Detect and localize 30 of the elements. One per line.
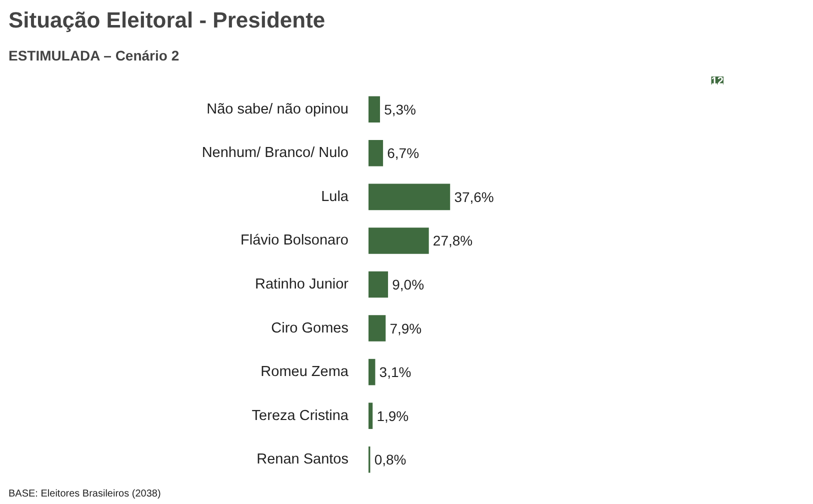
y-tick-label: Ratinho Junior [255, 276, 349, 292]
text: BASE: Eleitores Brasileiros (2038) [8, 488, 161, 500]
bar [368, 140, 384, 166]
y-tick-label: Ciro Gomes [271, 320, 349, 336]
data-label: 6,7% [387, 145, 420, 162]
y-tick-label: Tereza Cristina [252, 408, 350, 424]
data-label: 0,8% [374, 452, 406, 468]
y-tick-label: Lula [321, 188, 350, 205]
bar [368, 271, 388, 298]
bar [368, 358, 376, 386]
data-label: 7,9% [390, 320, 422, 336]
bar [368, 402, 373, 429]
text: ESTIMULADA – Cenário 2 [8, 48, 180, 64]
bar [368, 96, 380, 123]
text: Situação Eleitoral - Presidente [8, 8, 326, 32]
data-label: 1,9% [376, 408, 409, 424]
y-tick-label: Renan Santos [256, 452, 349, 468]
data-label: 37,6% [454, 188, 494, 205]
bar [368, 184, 450, 210]
y-tick-label: Não sabe/ não opinou [206, 101, 349, 118]
y-tick-label: Flávio Bolsonaro [240, 232, 348, 249]
y-tick-label: Romeu Zema [260, 364, 350, 380]
data-label: 27,8% [432, 232, 473, 249]
data-label: 3,1% [379, 364, 412, 380]
y-tick-label: Nenhum/ Branco/ Nulo [202, 145, 348, 162]
text: 12 [711, 76, 724, 88]
data-label: 5,3% [384, 101, 416, 118]
data-label: 9,0% [392, 276, 424, 292]
bar [368, 228, 429, 254]
bar [368, 315, 386, 342]
